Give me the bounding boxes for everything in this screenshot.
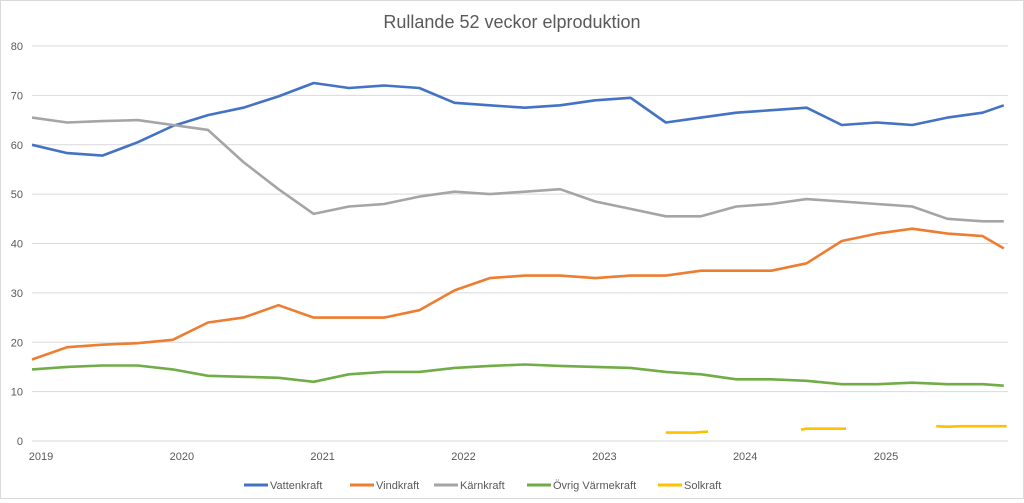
series-line-vindkraft — [31, 227, 1005, 361]
legend-label: Vattenkraft — [270, 480, 322, 492]
series-line-kärnkraft — [31, 116, 1004, 223]
y-tick-label: 50 — [11, 189, 23, 201]
legend-item: Vindkraft — [350, 480, 419, 492]
x-tick-label: 2025 — [874, 451, 898, 463]
series-line-övrig-värmekraft — [31, 363, 1004, 387]
legend-label: Vindkraft — [376, 480, 419, 492]
legend-item: Övrig Värmekraft — [527, 480, 636, 492]
y-tick-label: 20 — [11, 337, 23, 349]
legend-label: Solkraft — [684, 480, 721, 492]
legend-item: Kärnkraft — [434, 480, 505, 492]
y-tick-label: 70 — [11, 90, 23, 102]
x-tick-label: 2024 — [733, 451, 757, 463]
x-tick-label: 2022 — [451, 451, 475, 463]
x-tick-label: 2021 — [310, 451, 334, 463]
y-tick-label: 60 — [11, 140, 23, 152]
legend-label: Kärnkraft — [460, 480, 505, 492]
x-tick-label: 2020 — [170, 451, 194, 463]
legend-label: Övrig Värmekraft — [553, 480, 636, 492]
y-tick-label: 10 — [11, 387, 23, 399]
legend-item: Solkraft — [658, 480, 721, 492]
chart-title: Rullande 52 veckor elproduktion — [383, 12, 640, 32]
y-tick-label: 0 — [17, 436, 23, 448]
x-tick-label: 2023 — [592, 451, 616, 463]
series-line-solkraft — [936, 424, 1007, 428]
y-tick-label: 30 — [11, 288, 23, 300]
series-line-vattenkraft — [31, 81, 1005, 157]
y-tick-label: 80 — [11, 41, 23, 53]
series-line-solkraft — [800, 427, 846, 431]
legend-item: Vattenkraft — [244, 480, 322, 492]
series-line-solkraft — [665, 430, 709, 434]
x-tick-label: 2019 — [29, 451, 53, 463]
y-tick-label: 40 — [11, 239, 23, 251]
